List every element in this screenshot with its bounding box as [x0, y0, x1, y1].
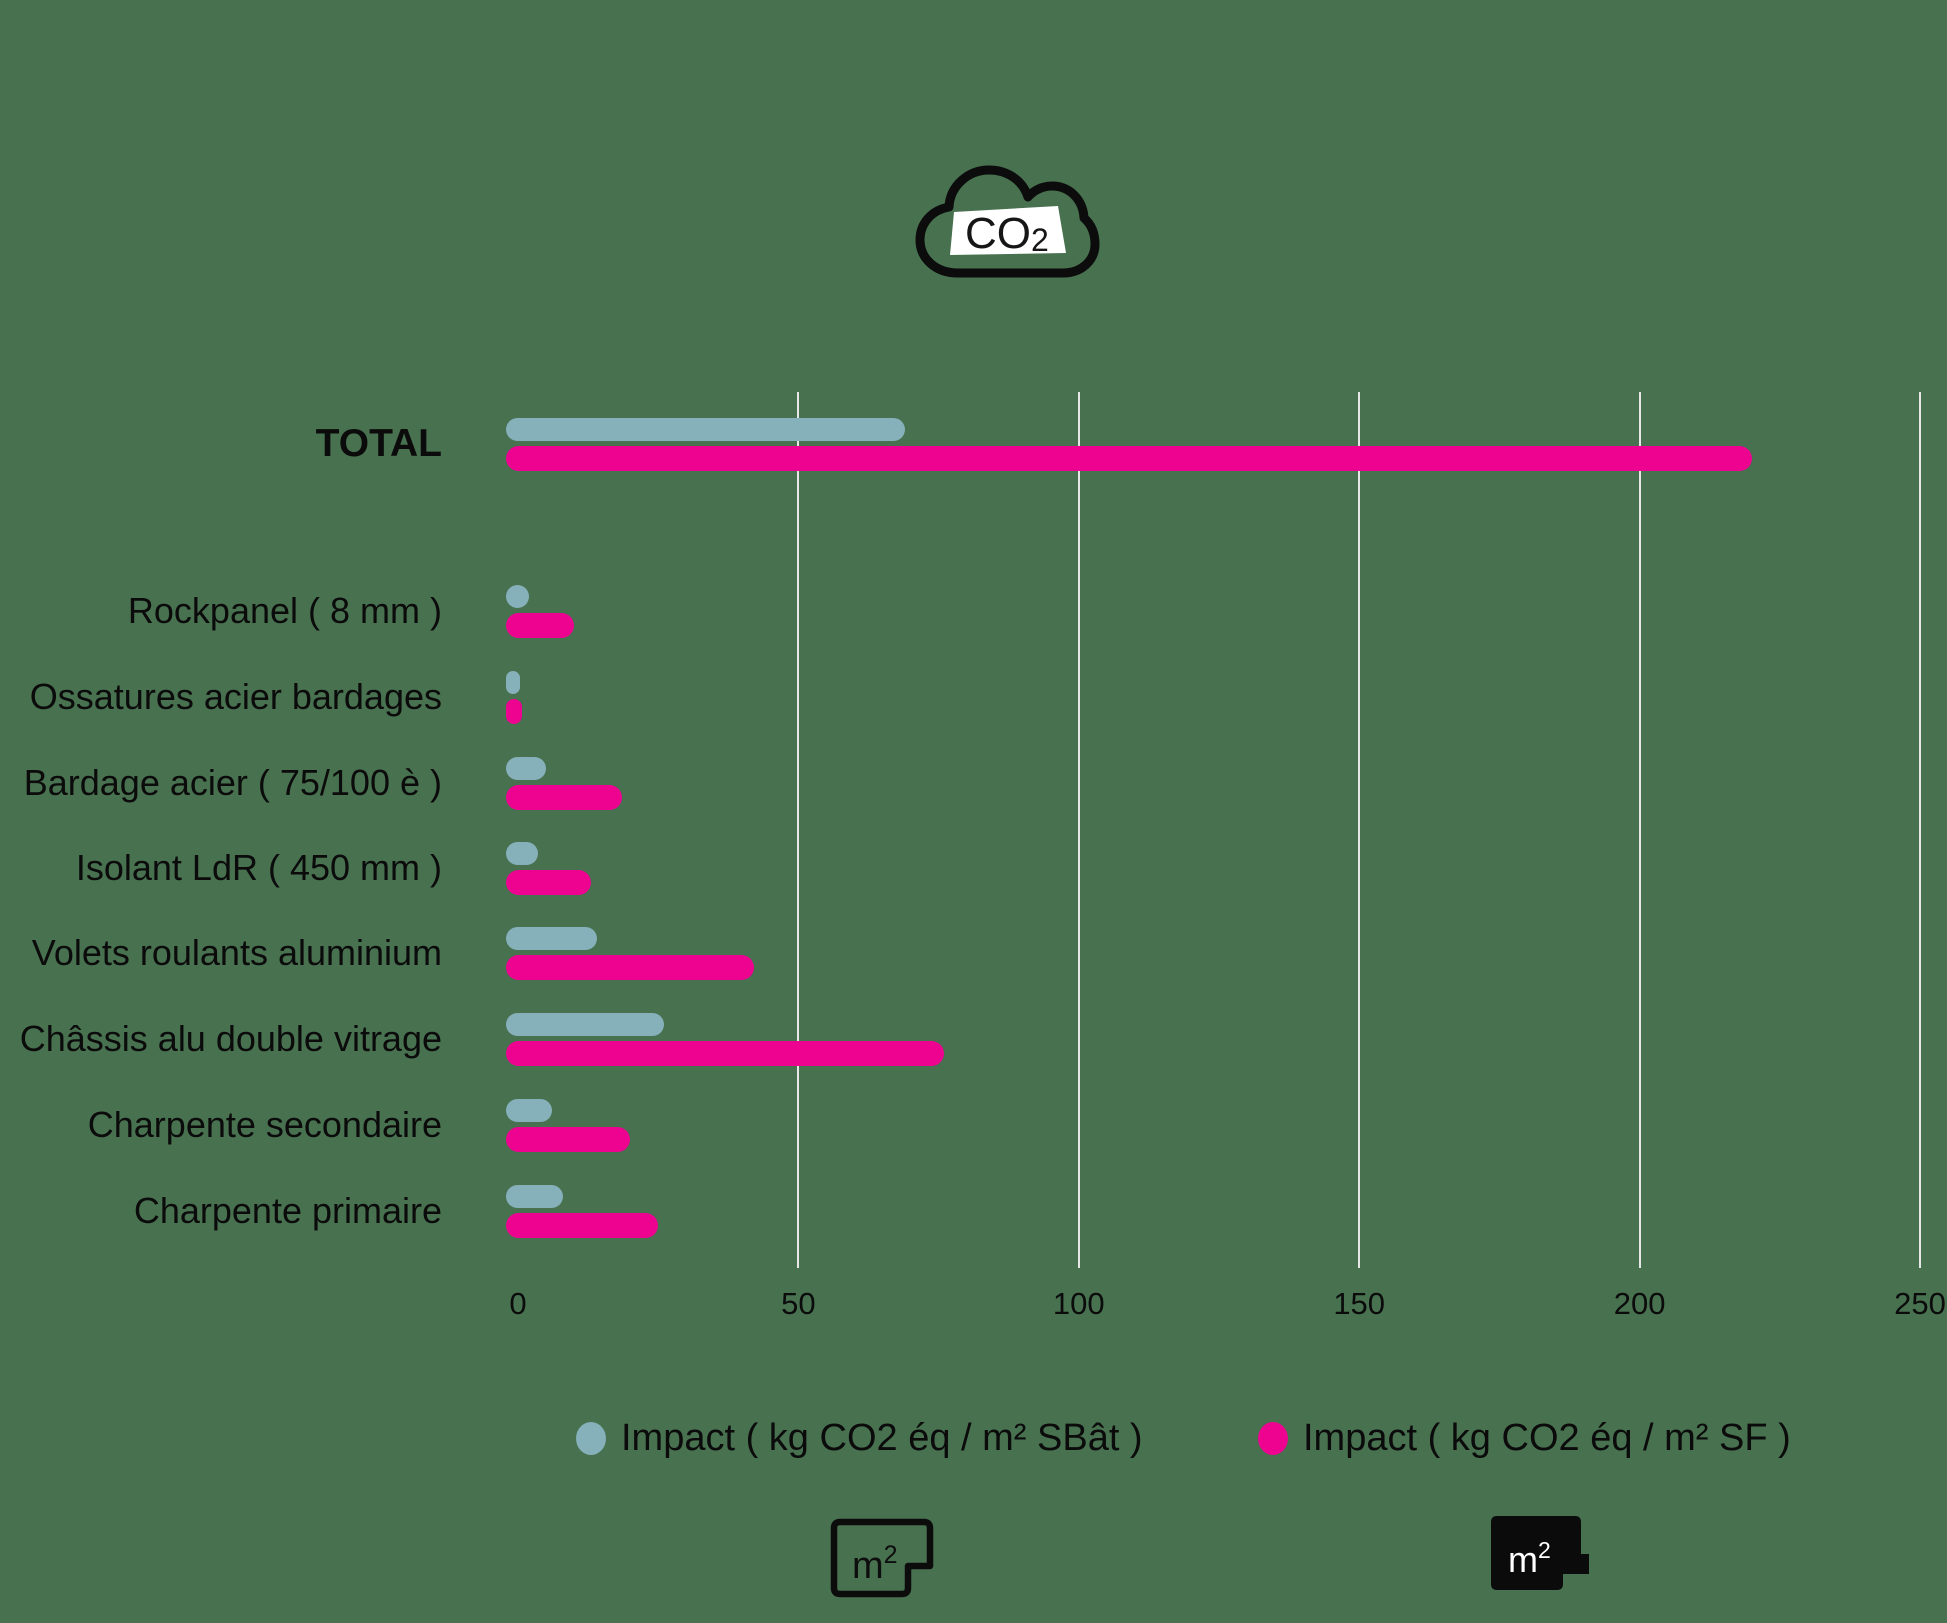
legend-item-sbat: Impact ( kg CO2 éq / m² SBât )	[576, 1414, 1143, 1462]
x-tick-label: 50	[781, 1286, 816, 1321]
gridline	[1358, 392, 1361, 1268]
gridline	[1077, 392, 1080, 1268]
category-label: Charpente primaire	[133, 1190, 442, 1231]
bar-sbat	[506, 757, 547, 780]
category-label: TOTAL	[315, 422, 442, 465]
bar-sbat	[506, 1185, 563, 1208]
bar-sf	[506, 1213, 659, 1238]
gridline	[1638, 392, 1641, 1268]
legend-label-sbat: Impact ( kg CO2 éq / m² SBât )	[621, 1416, 1143, 1459]
bar-sbat	[506, 842, 538, 865]
cloud-outline	[915, 165, 1100, 278]
bar-sbat	[506, 418, 905, 441]
bar-sbat	[506, 1013, 664, 1036]
category-label: Rockpanel ( 8 mm )	[127, 590, 442, 631]
cloud-co2-label: CO2	[965, 209, 1049, 258]
bar-sf	[506, 1127, 631, 1152]
category-label: Bardage acier ( 75/100 è )	[23, 762, 442, 803]
category-label: Volets roulants aluminium	[31, 932, 442, 973]
category-label: Charpente secondaire	[87, 1104, 442, 1145]
m2-solid-label: m2	[1508, 1537, 1551, 1580]
legend-item-sf: Impact ( kg CO2 éq / m² SF )	[1258, 1414, 1791, 1462]
category-label: Ossatures acier bardages	[29, 676, 442, 717]
x-tick-label: 100	[1052, 1286, 1105, 1321]
m2-outline-shape	[830, 1518, 934, 1598]
gridline	[1919, 392, 1921, 1268]
m2-solid-shape	[1491, 1516, 1589, 1590]
legend-dot-sbat	[576, 1421, 606, 1455]
bar-sbat	[506, 927, 597, 950]
x-tick-label: 200	[1613, 1286, 1666, 1321]
category-label: Châssis alu double vitrage	[19, 1018, 442, 1059]
legend-dot-sf	[1258, 1421, 1288, 1455]
bar-sf	[506, 955, 754, 980]
bar-sbat	[506, 1099, 552, 1122]
category-label: Isolant LdR ( 450 mm )	[75, 847, 442, 888]
cloud-label-background	[950, 206, 1066, 255]
bar-sf	[506, 613, 575, 638]
bar-sbat	[506, 671, 520, 694]
bar-sf	[506, 446, 1752, 471]
co2-cloud-icon: CO2	[915, 165, 1100, 278]
bar-sbat	[506, 585, 530, 608]
bar-sf	[506, 699, 523, 724]
bar-sf	[506, 870, 591, 895]
x-tick-label: 0	[509, 1286, 527, 1321]
legend-label-sf: Impact ( kg CO2 éq / m² SF )	[1303, 1416, 1791, 1459]
m2-sbat-outline-icon: m2	[830, 1518, 934, 1598]
bar-sf	[506, 1041, 945, 1066]
x-tick-label: 250	[1894, 1286, 1946, 1321]
bar-sf	[506, 785, 622, 810]
m2-sf-solid-icon: m2	[1491, 1516, 1589, 1590]
x-tick-label: 150	[1333, 1286, 1386, 1321]
m2-outline-label: m2	[852, 1541, 898, 1587]
gridline	[797, 392, 800, 1268]
